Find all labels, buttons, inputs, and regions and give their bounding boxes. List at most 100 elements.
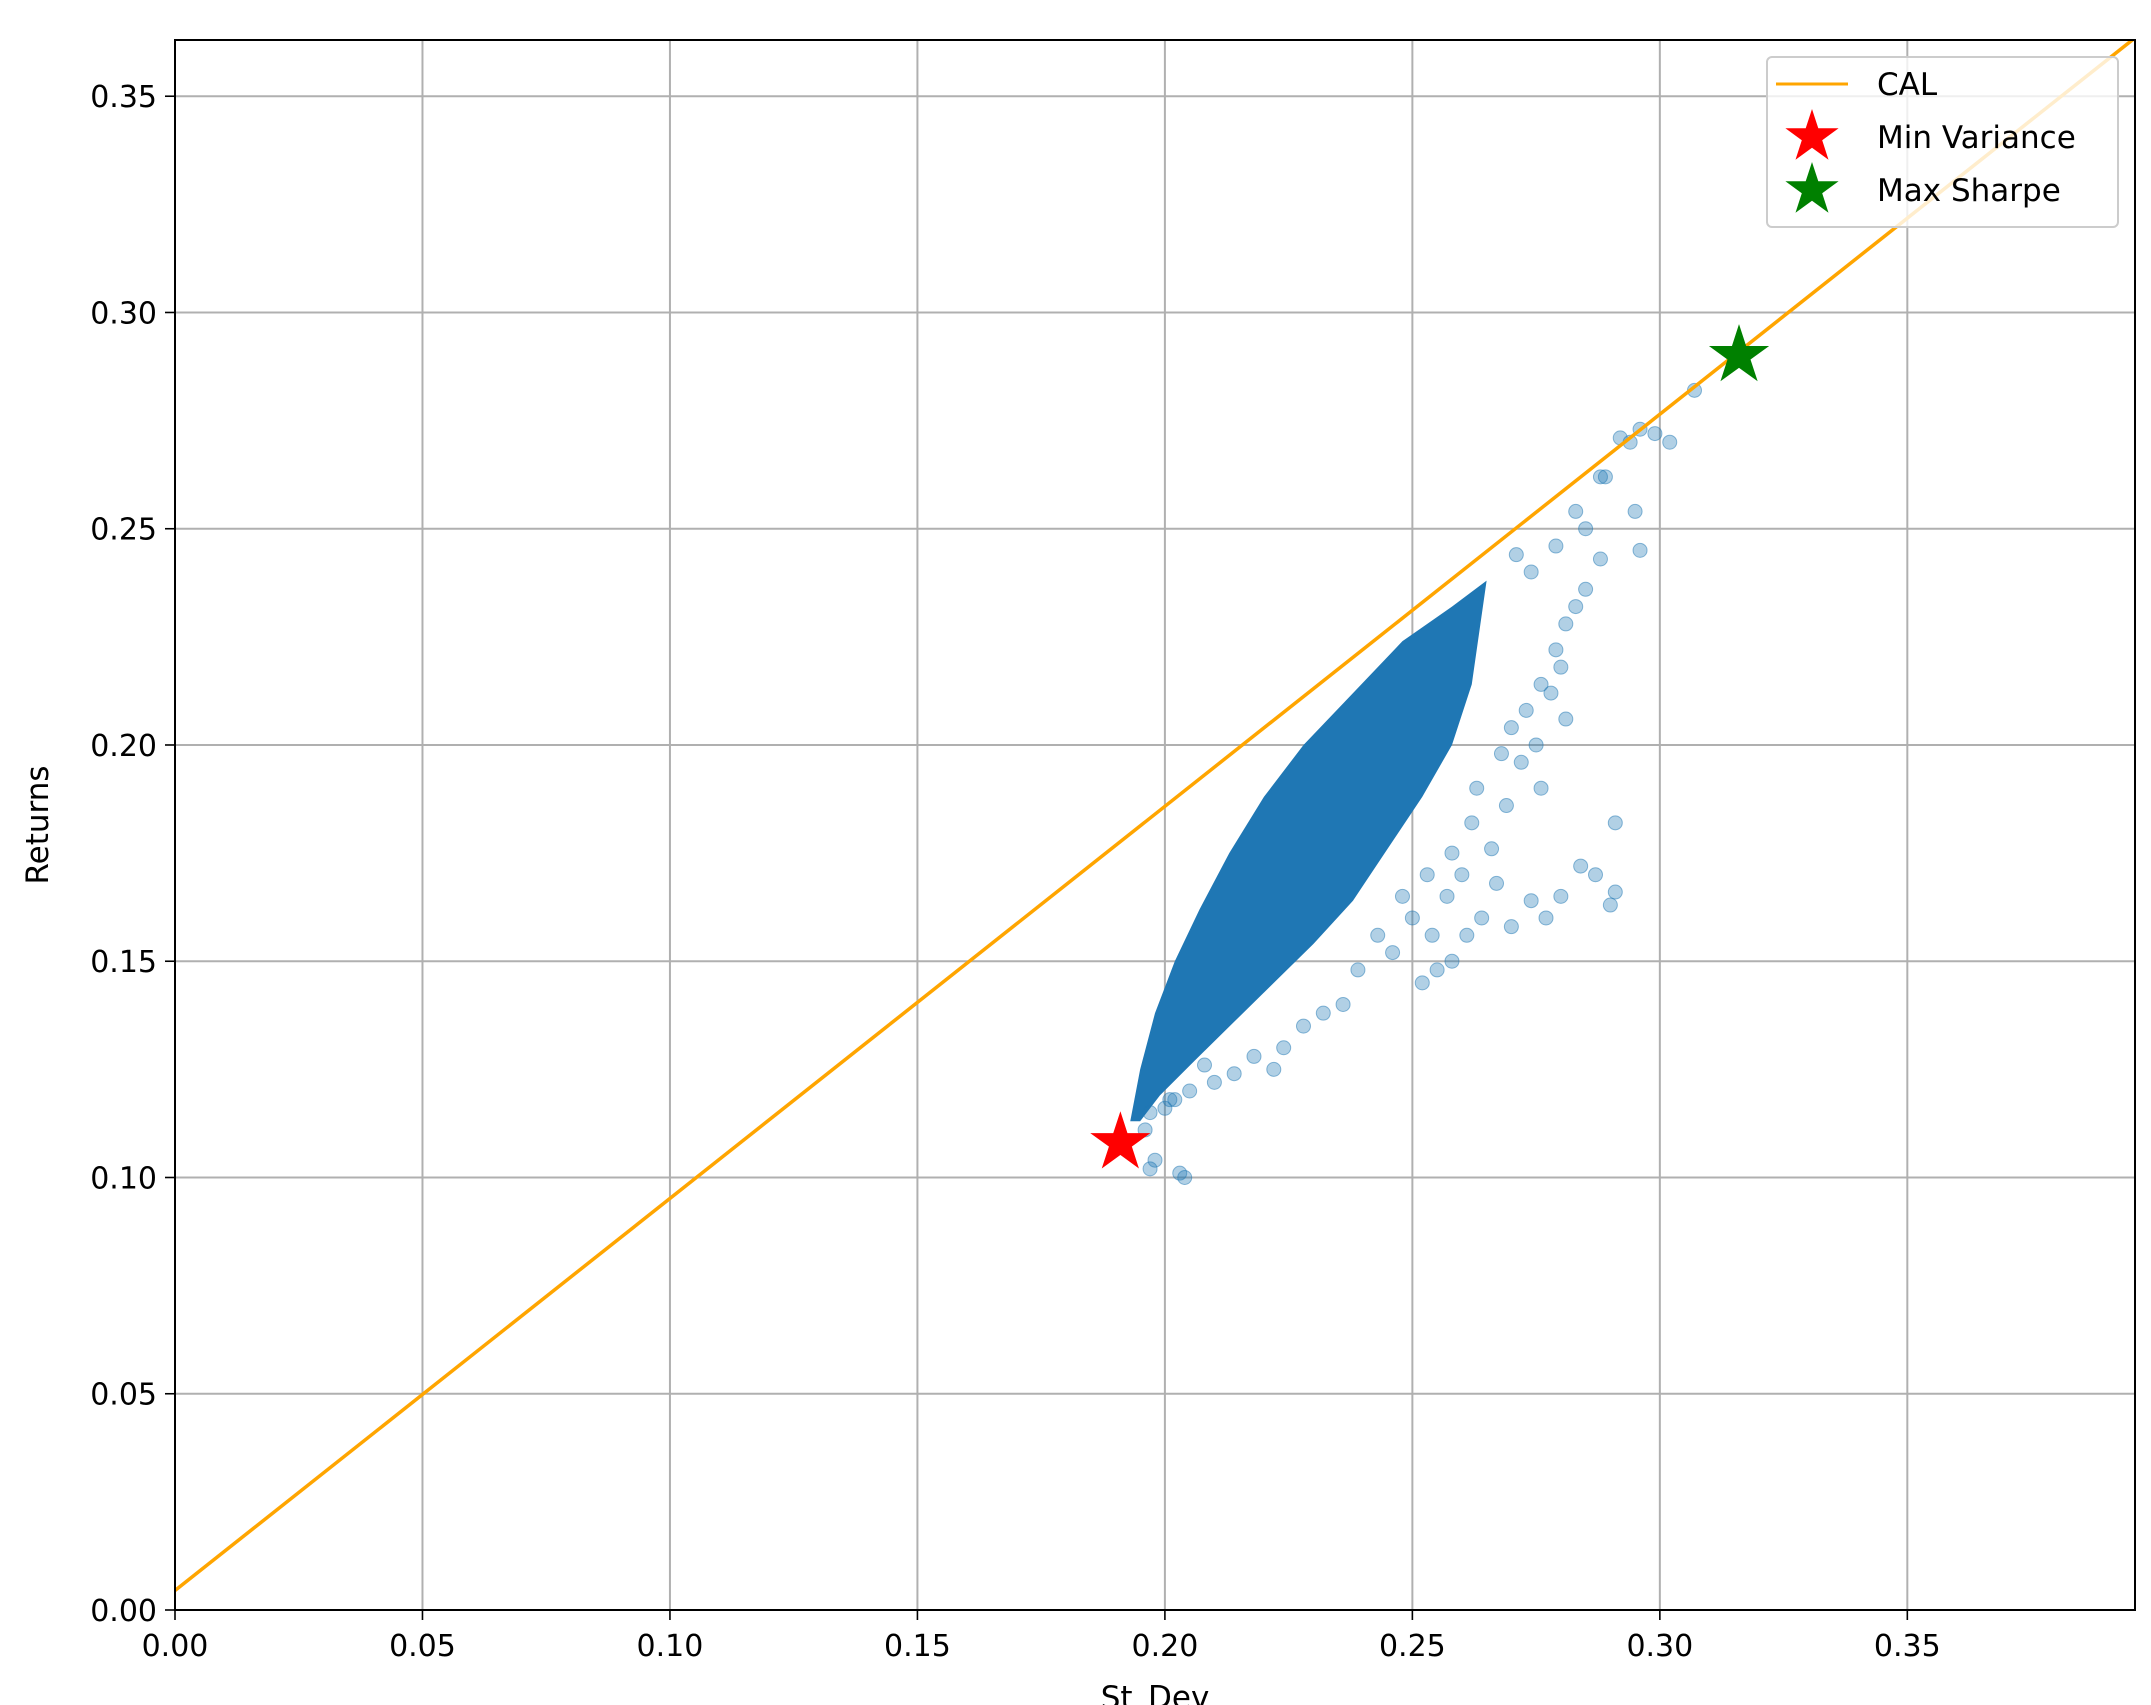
plot-frame bbox=[174, 39, 2136, 1611]
x-axis-label: St_Dev bbox=[1101, 1680, 1210, 1705]
portfolio-point bbox=[1335, 996, 1351, 1012]
portfolio-point bbox=[1474, 910, 1490, 926]
portfolio-point bbox=[1632, 542, 1648, 558]
y-axis-label: Returns bbox=[20, 765, 56, 884]
y-tick-label: 0.15 bbox=[90, 945, 157, 980]
x-tick-label: 0.00 bbox=[142, 1629, 209, 1664]
portfolio-point bbox=[1503, 919, 1519, 935]
portfolio-point bbox=[1588, 867, 1604, 883]
portfolio-point bbox=[1627, 503, 1643, 519]
legend-cal-label: CAL bbox=[1877, 67, 1938, 103]
portfolio-point bbox=[1429, 962, 1445, 978]
cal-line bbox=[175, 40, 2135, 1592]
portfolio-point bbox=[1350, 962, 1366, 978]
portfolio-point bbox=[1177, 1169, 1193, 1185]
portfolio-point bbox=[1142, 1105, 1158, 1121]
portfolio-point bbox=[1602, 897, 1618, 913]
axis-ticks: 0.00 0.05 0.10 0.15 0.20 0.25 0.30 0.35 0.00 0.05… bbox=[90, 80, 1941, 1664]
x-tick-label: 0.35 bbox=[1874, 1629, 1941, 1664]
portfolio-point bbox=[1548, 538, 1564, 554]
portfolio-point bbox=[1662, 434, 1678, 450]
max-sharpe-star bbox=[1708, 324, 1770, 382]
portfolio-point bbox=[1444, 953, 1460, 969]
portfolio-point bbox=[1167, 1092, 1183, 1108]
portfolio-point bbox=[1518, 702, 1534, 718]
portfolio-point bbox=[1370, 927, 1386, 943]
portfolio-point bbox=[1385, 945, 1401, 961]
portfolio-point bbox=[1592, 551, 1608, 567]
x-tick-label: 0.30 bbox=[1626, 1629, 1693, 1664]
portfolio-point bbox=[1315, 1005, 1331, 1021]
y-tick-label: 0.05 bbox=[90, 1378, 157, 1413]
portfolio-point bbox=[1493, 746, 1509, 762]
grid bbox=[174, 40, 2135, 1611]
x-tick-label: 0.15 bbox=[884, 1629, 951, 1664]
portfolio-point bbox=[1182, 1083, 1198, 1099]
portfolio-point bbox=[1404, 910, 1420, 926]
legend-min-variance-label: Min Variance bbox=[1877, 120, 2076, 156]
portfolio-point bbox=[1523, 893, 1539, 909]
portfolio-point bbox=[1607, 815, 1623, 831]
portfolio-point bbox=[1592, 469, 1608, 485]
cal-layer bbox=[175, 40, 2135, 1592]
x-tick-label: 0.25 bbox=[1379, 1629, 1446, 1664]
portfolio-point bbox=[1597, 469, 1613, 485]
portfolio-point bbox=[1276, 1040, 1292, 1056]
legend-box bbox=[1766, 56, 2119, 228]
portfolio-point bbox=[1226, 1066, 1242, 1082]
portfolio-point bbox=[1162, 1092, 1178, 1108]
portfolio-point bbox=[1196, 1057, 1212, 1073]
y-tick-label: 0.10 bbox=[90, 1161, 157, 1196]
portfolio-point bbox=[1439, 888, 1455, 904]
marker-layer bbox=[1090, 324, 1770, 1169]
portfolio-point bbox=[1528, 737, 1544, 753]
legend-max-sharpe-star-shape bbox=[1785, 162, 1839, 213]
portfolio-point bbox=[1498, 798, 1514, 814]
y-tick-label: 0.25 bbox=[90, 513, 157, 548]
portfolio-point bbox=[1394, 888, 1410, 904]
portfolio-point bbox=[1246, 1048, 1262, 1064]
portfolio-point bbox=[1548, 642, 1564, 658]
portfolio-point bbox=[1513, 754, 1529, 770]
portfolio-point bbox=[1266, 1061, 1282, 1077]
portfolio-cloud bbox=[1130, 382, 1702, 1185]
portfolio-point bbox=[1295, 1018, 1311, 1034]
x-tick-label: 0.10 bbox=[637, 1629, 704, 1664]
portfolio-point bbox=[1533, 780, 1549, 796]
portfolio-point bbox=[1142, 1161, 1158, 1177]
portfolio-point bbox=[1573, 858, 1589, 874]
portfolio-point bbox=[1558, 616, 1574, 632]
legend: CAL Min Variance Max Sharpe bbox=[1766, 56, 2119, 228]
portfolio-point bbox=[1607, 884, 1623, 900]
min-variance-star bbox=[1090, 1111, 1151, 1169]
legend-min-variance-star bbox=[1785, 109, 1839, 160]
portfolio-point bbox=[1414, 975, 1430, 991]
portfolio-point bbox=[1484, 841, 1500, 857]
portfolio-point bbox=[1503, 720, 1519, 736]
portfolio-point bbox=[1523, 564, 1539, 580]
portfolio-point bbox=[1464, 815, 1480, 831]
portfolio-point bbox=[1424, 927, 1440, 943]
portfolio-point bbox=[1578, 581, 1594, 597]
portfolio-point bbox=[1459, 927, 1475, 943]
portfolio-point bbox=[1469, 780, 1485, 796]
y-tick-label: 0.20 bbox=[90, 729, 157, 764]
portfolio-point bbox=[1419, 867, 1435, 883]
portfolio-point bbox=[1444, 845, 1460, 861]
portfolio-point bbox=[1543, 685, 1559, 701]
y-tick-label: 0.35 bbox=[90, 80, 157, 115]
y-tick-label: 0.00 bbox=[90, 1594, 157, 1629]
portfolio-point bbox=[1454, 867, 1470, 883]
x-tick-label: 0.05 bbox=[389, 1629, 456, 1664]
portfolio-point bbox=[1578, 521, 1594, 537]
legend-max-sharpe-label: Max Sharpe bbox=[1877, 173, 2061, 209]
portfolio-point bbox=[1553, 659, 1569, 675]
portfolio-dense-region bbox=[1130, 580, 1487, 1122]
y-tick-label: 0.30 bbox=[90, 296, 157, 331]
portfolio-point bbox=[1538, 910, 1554, 926]
portfolio-point bbox=[1647, 426, 1663, 442]
portfolio-point bbox=[1489, 875, 1505, 891]
legend-min-variance-star-shape bbox=[1785, 109, 1839, 160]
portfolio-point bbox=[1568, 503, 1584, 519]
